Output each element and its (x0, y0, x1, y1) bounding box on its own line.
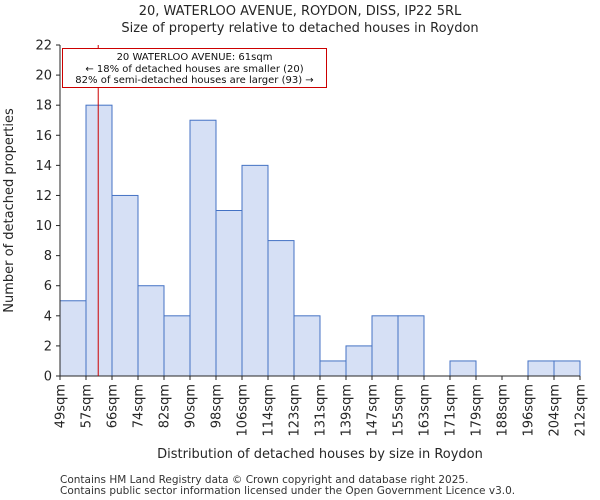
histogram-bar (397, 315, 425, 377)
y-tick-label: 14 (35, 159, 52, 174)
annotation-line-larger: 82% of semi-detached houses are larger (… (75, 75, 314, 86)
x-tick-label: 179sqm (470, 384, 485, 437)
histogram-bar (189, 119, 217, 377)
histogram-bar (241, 164, 269, 377)
x-tick-label: 66sqm (106, 384, 121, 428)
y-tick-label: 2 (44, 339, 52, 354)
y-tick-label: 8 (44, 249, 52, 264)
x-tick-label: 57sqm (80, 384, 95, 428)
histogram-bar (215, 210, 243, 377)
histogram-bar (163, 315, 191, 377)
histogram-bar (267, 240, 295, 377)
histogram-bar (319, 360, 347, 377)
annotation-line-smaller: ← 18% of detached houses are smaller (20… (85, 63, 304, 75)
y-tick-label: 22 (35, 39, 52, 54)
x-tick-label: 114sqm (262, 384, 277, 437)
x-tick-label: 90sqm (184, 384, 199, 428)
x-tick-label: 49sqm (54, 384, 69, 428)
x-tick-label: 82sqm (158, 384, 173, 428)
x-tick-label: 123sqm (288, 384, 303, 437)
property-annotation: 20 WATERLOO AVENUE: 61sqm ← 18% of detac… (62, 48, 327, 88)
x-tick-label: 171sqm (444, 384, 459, 437)
y-tick-label: 18 (35, 99, 52, 114)
histogram-bar (85, 104, 113, 377)
x-tick-label: 74sqm (132, 384, 147, 428)
y-tick-label: 0 (44, 370, 52, 385)
histogram-bar (553, 360, 581, 377)
histogram-bar (345, 345, 373, 377)
chart-title: 20, WATERLOO AVENUE, ROYDON, DISS, IP22 … (138, 4, 462, 19)
histogram-bar (527, 360, 555, 377)
y-tick-label: 16 (35, 129, 52, 144)
x-tick-label: 106sqm (236, 384, 251, 437)
x-tick-label: 163sqm (418, 384, 433, 437)
annotation-line-address: 20 WATERLOO AVENUE: 61sqm (116, 52, 273, 63)
x-tick-label: 155sqm (392, 384, 407, 437)
x-tick-label: 204sqm (548, 384, 563, 437)
footer-licence: Contains public sector information licen… (60, 485, 516, 497)
x-tick-label: 131sqm (314, 384, 329, 437)
x-tick-label: 98sqm (210, 384, 225, 428)
histogram-bar (449, 360, 477, 377)
histogram-bar (371, 315, 399, 377)
y-tick-label: 20 (35, 69, 52, 84)
x-tick-label: 139sqm (340, 384, 355, 437)
x-tick-label: 188sqm (496, 384, 511, 437)
x-tick-label: 147sqm (366, 384, 381, 437)
histogram-bar (59, 300, 87, 377)
histogram-bar (293, 315, 321, 377)
histogram-bar (137, 285, 165, 377)
histogram-bar (111, 194, 139, 377)
x-axis-title: Distribution of detached houses by size … (157, 447, 483, 462)
y-tick-label: 10 (35, 219, 52, 234)
chart-subtitle: Size of property relative to detached ho… (121, 21, 479, 36)
y-tick-label: 6 (44, 279, 52, 294)
x-tick-label: 212sqm (574, 384, 589, 437)
y-axis-title: Number of detached properties (2, 108, 17, 313)
x-tick-label: 196sqm (522, 384, 537, 437)
y-tick-label: 4 (44, 309, 52, 324)
y-tick-label: 12 (35, 189, 52, 204)
footer-copyright: Contains HM Land Registry data © Crown c… (60, 474, 469, 486)
